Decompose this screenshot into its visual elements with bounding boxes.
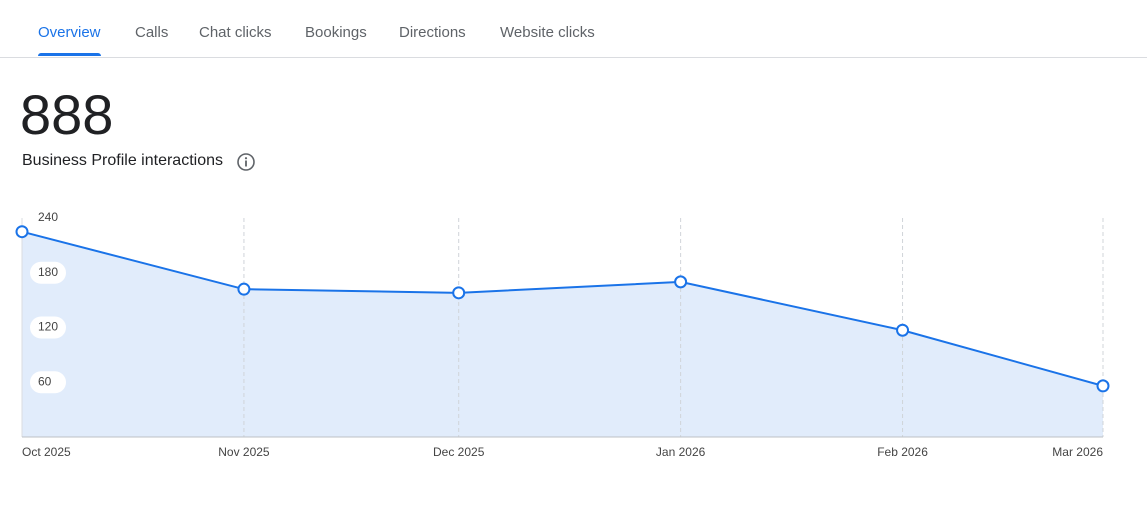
x-tick-label: Mar 2026: [1052, 445, 1103, 459]
data-point: [237, 282, 251, 296]
y-tick-pill: [30, 316, 66, 339]
y-tick-label: 240: [38, 210, 58, 224]
active-tab-indicator: [38, 53, 101, 56]
x-tick-label: Feb 2026: [877, 445, 928, 459]
data-point: [1096, 379, 1110, 393]
total-value: 888: [20, 83, 114, 146]
tab[interactable]: Calls: [135, 24, 169, 41]
y-tick-pill: [30, 261, 66, 284]
tab-bar: Overview Calls Chat clicks Bookings Directio…: [0, 0, 1147, 58]
x-tick-label: Dec 2025: [433, 445, 485, 459]
data-point: [896, 323, 910, 337]
data-point: [15, 225, 29, 239]
y-tick-label: 60: [38, 374, 52, 388]
y-tick-pill: [30, 207, 66, 229]
x-tick-label: Jan 2026: [656, 445, 706, 459]
tab[interactable]: Website clicks: [500, 24, 595, 41]
tab[interactable]: Chat clicks: [199, 24, 272, 41]
info-icon[interactable]: [236, 152, 256, 172]
data-point: [452, 286, 466, 300]
x-tick-label: Oct 2025: [22, 445, 71, 459]
tab[interactable]: Directions: [399, 24, 466, 41]
tab[interactable]: Bookings: [305, 24, 367, 41]
x-tick-label: Nov 2025: [218, 445, 270, 459]
data-point: [674, 275, 688, 289]
line: [21, 230, 1104, 387]
y-tick-label: 180: [38, 265, 58, 279]
y-tick-pill: [30, 371, 66, 394]
tab[interactable]: Overview: [38, 24, 101, 41]
metric-label: Business Profile interactions: [22, 152, 223, 169]
y-tick-label: 120: [38, 320, 58, 334]
area-fill: [22, 231, 1103, 437]
